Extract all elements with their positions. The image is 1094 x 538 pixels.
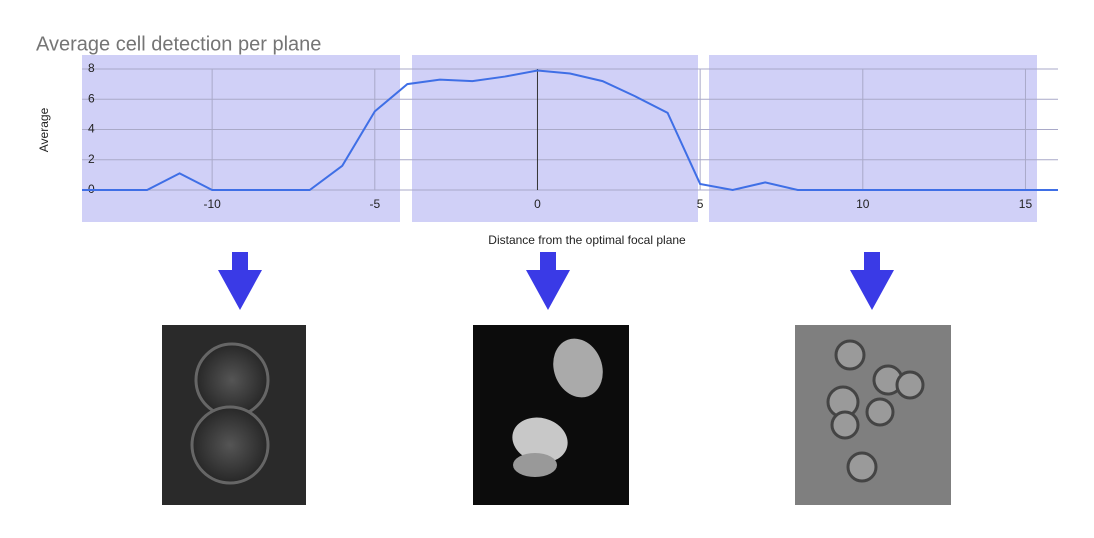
region — [709, 55, 1037, 222]
y-tick-label: 6 — [88, 91, 95, 105]
arrow — [850, 252, 894, 310]
region — [412, 55, 698, 222]
y-axis-label: Average — [37, 107, 51, 152]
x-tick-label: 5 — [697, 197, 704, 211]
x-tick-label: -10 — [203, 197, 221, 211]
y-tick-label: 8 — [88, 61, 95, 75]
micrograph — [162, 325, 306, 505]
y-tick-label: 2 — [88, 152, 95, 166]
y-tick-label: 4 — [88, 122, 95, 136]
focus-regions — [82, 55, 1037, 222]
arrow — [526, 252, 570, 310]
data-line — [82, 69, 1058, 192]
arrow — [218, 252, 262, 310]
arrows — [218, 252, 894, 310]
chart-title: Average cell detection per plane — [36, 33, 321, 55]
x-tick-label: 15 — [1019, 197, 1033, 211]
x-tick-label: 0 — [534, 197, 541, 211]
region — [82, 55, 400, 222]
x-tick-label: -5 — [369, 197, 380, 211]
x-tick-label: 10 — [856, 197, 870, 211]
x-axis-label: Distance from the optimal focal plane — [488, 233, 686, 247]
micrograph — [795, 325, 951, 505]
micrograph — [473, 325, 629, 505]
